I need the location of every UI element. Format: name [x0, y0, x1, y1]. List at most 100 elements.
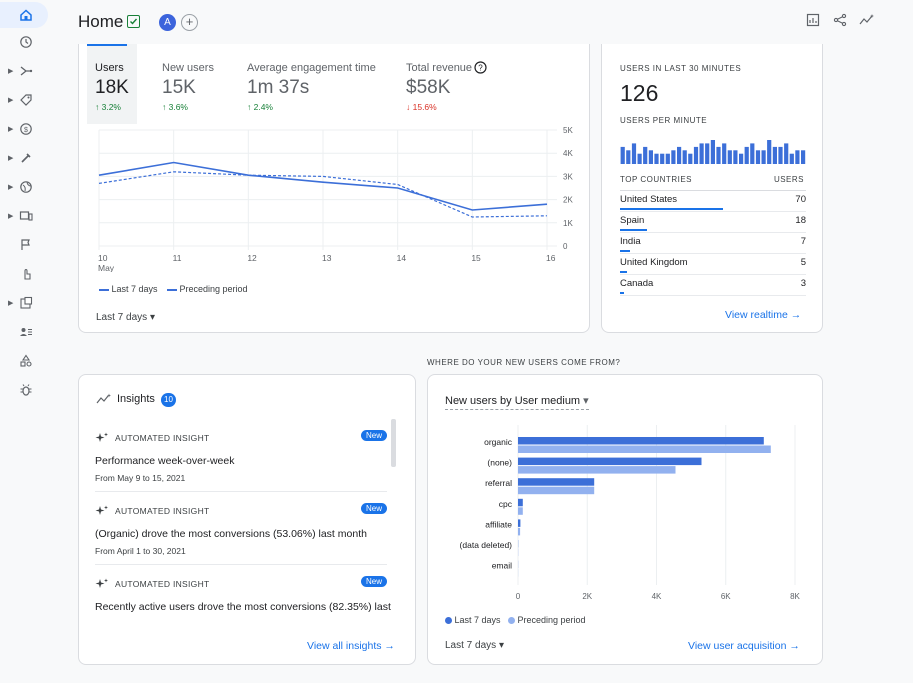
insight-subtitle: From May 9 to 15, 2021: [95, 473, 186, 483]
users-column-header: USERS: [773, 175, 804, 184]
rail-audiences[interactable]: [0, 319, 52, 345]
country-row[interactable]: Spain 18: [620, 212, 806, 233]
share-icon: [833, 13, 847, 27]
help-icon[interactable]: ?: [474, 61, 487, 74]
rail-engagement[interactable]: ▶: [0, 87, 52, 113]
divider: [620, 232, 806, 233]
divider: [95, 564, 387, 565]
insight-head: AUTOMATED INSIGHT: [115, 579, 210, 589]
engagement-tag-icon: [20, 94, 32, 106]
metric-label: Users: [95, 62, 124, 74]
metric-tab-new-users[interactable]: New users 15K ↑ 3.6%: [151, 44, 229, 124]
country-name: Canada: [620, 278, 654, 289]
per-minute-bar: [693, 146, 699, 164]
rail-demographics[interactable]: ▶: [0, 174, 52, 200]
metric-tab-users[interactable]: Users 18K ↑ 3.2%: [87, 44, 137, 124]
library-icon: [20, 296, 33, 309]
realtime-card: USERS IN LAST 30 MINUTES 126 USERS PER M…: [601, 44, 823, 333]
x-tick-label: 4K: [652, 592, 662, 601]
x-tick-label: 12: [247, 253, 257, 263]
rail-library[interactable]: ▶: [0, 290, 52, 316]
per-minute-bar: [789, 153, 794, 164]
insight-item[interactable]: AUTOMATED INSIGHT New Recently active us…: [95, 576, 391, 651]
new-badge: New: [360, 576, 387, 587]
view-all-insights-link[interactable]: View all insights →: [307, 640, 395, 652]
per-minute-bar: [705, 143, 710, 164]
divider: [620, 253, 806, 254]
insight-title: Performance week-over-week: [95, 455, 235, 467]
metric-change: ↑ 3.2%: [95, 102, 121, 112]
insight-item[interactable]: AUTOMATED INSIGHT New Performance week-o…: [95, 430, 387, 505]
category-label: cpc: [499, 499, 513, 509]
country-row[interactable]: Canada 3: [620, 275, 806, 296]
insights-title: Insights: [117, 393, 155, 405]
category-label: email: [492, 561, 512, 571]
per-minute-bar: [665, 153, 670, 164]
trend-legend-current: Last 7 days: [99, 284, 158, 294]
per-minute-bar: [744, 146, 749, 164]
metric-tab-total-revenue[interactable]: Total revenue ? $58K ↓ 15.6%: [397, 44, 497, 124]
rail-home[interactable]: [0, 2, 52, 28]
custom-definitions-icon: [20, 354, 32, 367]
country-users: 3: [800, 278, 806, 289]
customize-report-icon: [806, 13, 820, 27]
insights-button[interactable]: [858, 11, 876, 29]
realtime-caption: USERS IN LAST 30 MINUTES: [620, 64, 742, 73]
insight-subtitle: From April 1 to 30, 2021: [95, 546, 186, 556]
share-button[interactable]: [831, 11, 849, 29]
dropdown-arrow-icon: ▾: [498, 640, 504, 651]
view-user-acquisition-link[interactable]: View user acquisition →: [688, 640, 800, 652]
per-minute-bar: [637, 153, 642, 164]
per-minute-bar: [631, 143, 637, 164]
rail-acquisition[interactable]: ▶: [0, 58, 52, 84]
x-tick-sublabel: May: [98, 263, 115, 272]
page-title: Home: [78, 12, 124, 31]
x-tick-label: 14: [397, 253, 407, 263]
home-icon: [20, 9, 32, 21]
rail-events[interactable]: [0, 232, 52, 258]
y-tick-label: 2K: [563, 196, 573, 205]
country-row[interactable]: United States 70: [620, 191, 806, 212]
insights-scrollbar[interactable]: [391, 419, 396, 467]
category-label: (data deleted): [460, 540, 513, 550]
date-range-dropdown[interactable]: Last 7 days ▾: [96, 312, 155, 323]
view-realtime-link[interactable]: View realtime →: [725, 309, 802, 321]
rail-custom-definitions[interactable]: [0, 348, 52, 374]
acquisition-metric-dropdown[interactable]: New users by User medium ▾: [445, 394, 589, 410]
comparison-avatar[interactable]: A: [159, 14, 176, 31]
x-tick-label: 11: [173, 253, 182, 263]
rail-monetization[interactable]: ▶ $: [0, 116, 52, 142]
legend-label: Preceding period: [179, 284, 248, 294]
sparkle-icon: [95, 505, 108, 515]
section-caption: WHERE DO YOUR NEW USERS COME FROM?: [427, 358, 621, 367]
rail-tech[interactable]: ▶: [0, 203, 52, 229]
country-row[interactable]: United Kingdom 5: [620, 254, 806, 275]
per-minute-bar: [710, 140, 715, 164]
y-tick-label: 5K: [563, 126, 573, 135]
add-comparison-button[interactable]: +: [181, 14, 198, 31]
insight-item[interactable]: AUTOMATED INSIGHT New (Organic) drove th…: [95, 503, 387, 578]
bar-preceding-period: [518, 527, 521, 536]
metric-tab-engagement-time[interactable]: Average engagement time 1m 37s ↑ 2.4%: [237, 44, 387, 124]
monetization-icon: $: [20, 123, 32, 135]
divider: [95, 491, 387, 492]
category-label: (none): [487, 458, 512, 468]
rail-debugview[interactable]: [0, 377, 52, 403]
rail-conversions[interactable]: [0, 261, 52, 287]
sparkle-icon: [95, 432, 108, 442]
expand-caret-icon: ▶: [8, 155, 14, 162]
audiences-icon: [20, 328, 32, 336]
country-row[interactable]: India 7: [620, 233, 806, 254]
rail-retention[interactable]: ▶: [0, 145, 52, 171]
retention-icon: [21, 153, 31, 163]
customize-report-button[interactable]: [804, 11, 822, 29]
svg-text:$: $: [24, 127, 28, 134]
bar-preceding-period: [518, 507, 523, 515]
rail-realtime[interactable]: [0, 29, 52, 55]
demographics-globe-icon: [20, 181, 32, 193]
country-users: 18: [795, 215, 806, 226]
per-minute-bar: [643, 146, 648, 164]
legend-label: Last 7 days: [454, 615, 501, 625]
date-range-dropdown[interactable]: Last 7 days ▾: [445, 640, 504, 651]
acquisition-icon: [20, 66, 33, 76]
